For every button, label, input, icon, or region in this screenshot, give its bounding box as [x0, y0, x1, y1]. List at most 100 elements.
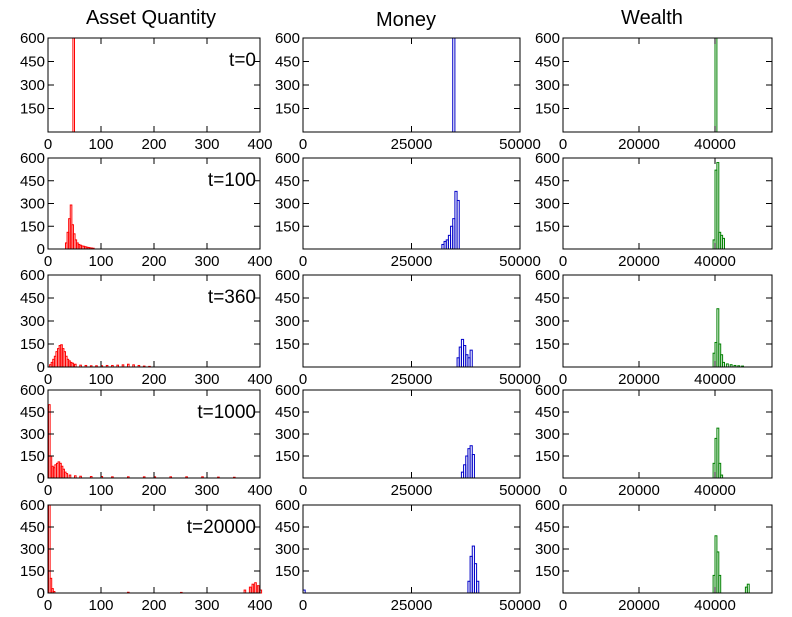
bar-wealth-t100-5 — [722, 237, 725, 250]
panel-wealth-t100: 150 300 450 600 0 20000 40000 — [535, 150, 773, 270]
y-tick-label-money-t1000-0: 150 — [275, 448, 300, 465]
bar-asset-t0-0 — [72, 37, 76, 133]
y-tick-label-wealth-t20000-0: 150 — [535, 563, 560, 580]
y-tick-label-zero-asset-t20000: 0 — [37, 585, 45, 602]
column-title-wealth: Wealth — [621, 7, 683, 29]
bar-money-t0-0 — [452, 37, 456, 133]
bar-asset-t20000-7 — [248, 586, 252, 594]
y-tick-label-money-t100-0: 150 — [275, 218, 300, 235]
x-tick-label-wealth-t0-2: 40000 — [694, 136, 736, 153]
y-tick-label-money-t0-0: 150 — [275, 101, 300, 118]
x-tick-label-asset-t360-3: 300 — [194, 371, 219, 388]
y-tick-label-wealth-t0-3: 600 — [535, 30, 560, 47]
y-tick-label-money-t100-3: 600 — [275, 150, 300, 167]
panel-asset-t20000: 150 300 450 600 00 100 200 300 400 t=20000 — [20, 497, 273, 614]
x-tick-label-wealth-t1000-1: 20000 — [618, 482, 660, 499]
x-tick-label-asset-t100-4: 400 — [247, 253, 272, 270]
x-tick-label-asset-t1000-4: 400 — [247, 482, 272, 499]
y-tick-label-wealth-t1000-0: 150 — [535, 448, 560, 465]
y-tick-label-wealth-t20000-1: 300 — [535, 541, 560, 558]
x-tick-label-wealth-t20000-0: 0 — [559, 597, 567, 612]
x-tick-label-money-t100-2: 50000 — [499, 253, 541, 270]
x-tick-label-asset-t0-3: 300 — [194, 136, 219, 153]
y-tick-label-money-t100-1: 300 — [275, 196, 300, 213]
panel-asset-t100: 150 300 450 600 00 100 200 300 400 t=100 — [20, 150, 273, 270]
x-tick-label-asset-t100-0: 0 — [44, 253, 52, 270]
y-tick-label-asset-t0-1: 300 — [20, 77, 45, 94]
x-tick-label-wealth-t0-1: 20000 — [618, 136, 660, 153]
x-tick-label-money-t0-0: 0 — [299, 136, 307, 153]
plot-frame-money-t20000 — [302, 504, 521, 594]
x-tick-label-asset-t20000-2: 200 — [141, 597, 166, 612]
x-tick-label-asset-t0-4: 400 — [247, 136, 272, 153]
bar-wealth-t20000-3 — [718, 574, 722, 594]
y-tick-label-money-t20000-0: 150 — [275, 563, 300, 580]
bar-asset-t20000-10 — [256, 585, 260, 594]
bar-money-t20000-5 — [476, 580, 480, 594]
y-tick-label-asset-t1000-3: 600 — [20, 382, 45, 399]
y-tick-label-wealth-t1000-1: 300 — [535, 426, 560, 443]
y-tick-label-wealth-t0-2: 450 — [535, 54, 560, 71]
x-tick-label-asset-t360-4: 400 — [247, 371, 272, 388]
x-tick-label-asset-t20000-4: 400 — [247, 597, 272, 612]
plot-frame-money-t1000 — [302, 389, 521, 479]
x-tick-label-money-t1000-0: 0 — [299, 482, 307, 499]
y-tick-label-money-t360-1: 300 — [275, 313, 300, 330]
bar-asset-t20000-9 — [254, 582, 257, 594]
x-tick-label-asset-t100-1: 100 — [88, 253, 113, 270]
y-tick-label-money-t0-2: 450 — [275, 54, 300, 71]
x-tick-label-wealth-t1000-0: 0 — [559, 482, 567, 499]
y-tick-label-asset-t100-0: 150 — [20, 218, 45, 235]
x-tick-label-money-t20000-2: 50000 — [499, 597, 541, 612]
y-tick-label-money-t100-2: 450 — [275, 173, 300, 190]
bar-money-t100-7 — [456, 199, 460, 250]
x-tick-label-money-t20000-0: 0 — [299, 597, 307, 612]
y-tick-label-asset-t1000-2: 450 — [20, 404, 45, 421]
x-tick-label-asset-t1000-3: 300 — [194, 482, 219, 499]
bar-money-t1000-5 — [471, 454, 475, 479]
panel-asset-t0: 150 300 450 600 0 100 200 300 400 t=0 — [20, 30, 273, 153]
y-tick-label-asset-t20000-0: 150 — [20, 563, 45, 580]
x-tick-label-money-t100-0: 0 — [299, 253, 307, 270]
x-tick-label-asset-t20000-1: 100 — [88, 597, 113, 612]
y-tick-label-wealth-t0-0: 150 — [535, 101, 560, 118]
x-tick-label-wealth-t100-2: 40000 — [694, 253, 736, 270]
bar-asset-t1000-11 — [65, 473, 69, 479]
y-tick-label-wealth-t360-1: 300 — [535, 313, 560, 330]
column-title-asset-quantity: Asset Quantity — [86, 7, 216, 29]
y-tick-label-asset-t20000-1: 300 — [20, 541, 45, 558]
y-tick-label-money-t360-2: 450 — [275, 290, 300, 307]
x-tick-label-asset-t1000-2: 200 — [141, 482, 166, 499]
y-tick-label-wealth-t360-0: 150 — [535, 336, 560, 353]
x-tick-label-money-t1000-1: 25000 — [391, 482, 433, 499]
bar-asset-t360-14 — [71, 362, 74, 368]
bar-wealth-t20000-5 — [746, 583, 750, 594]
x-tick-label-wealth-t1000-2: 40000 — [694, 482, 736, 499]
y-tick-label-asset-t0-2: 450 — [20, 54, 45, 71]
y-tick-label-wealth-t1000-3: 600 — [535, 382, 560, 399]
y-tick-label-money-t1000-3: 600 — [275, 382, 300, 399]
y-tick-label-money-t1000-2: 450 — [275, 404, 300, 421]
panel-asset-t360: 150 300 450 600 00 100 200 300 400 t=360 — [20, 267, 273, 388]
x-tick-label-asset-t0-2: 200 — [141, 136, 166, 153]
time-label-asset-t0: t=0 — [229, 50, 256, 71]
x-tick-label-money-t0-1: 25000 — [391, 136, 433, 153]
x-tick-label-money-t20000-1: 25000 — [391, 597, 433, 612]
time-label-asset-t1000: t=1000 — [197, 402, 256, 423]
panel-money-t360: 150 300 450 600 0 25000 50000 — [275, 267, 541, 388]
column-title-money: Money — [376, 9, 436, 31]
bar-wealth-t360-5 — [722, 361, 725, 368]
x-tick-label-asset-t0-1: 100 — [88, 136, 113, 153]
y-tick-label-asset-t0-0: 150 — [20, 101, 45, 118]
y-tick-label-zero-asset-t100: 0 — [37, 241, 45, 258]
x-tick-label-money-t0-2: 50000 — [499, 136, 541, 153]
y-tick-label-asset-t100-2: 450 — [20, 173, 45, 190]
x-tick-label-wealth-t360-2: 40000 — [694, 371, 736, 388]
panel-wealth-t20000: 150 300 450 600 0 20000 40000 — [535, 497, 773, 614]
y-tick-label-asset-t100-1: 300 — [20, 196, 45, 213]
bar-asset-t20000-8 — [251, 583, 255, 594]
y-tick-label-asset-t360-3: 600 — [20, 267, 45, 284]
y-tick-label-asset-t0-3: 600 — [20, 30, 45, 47]
